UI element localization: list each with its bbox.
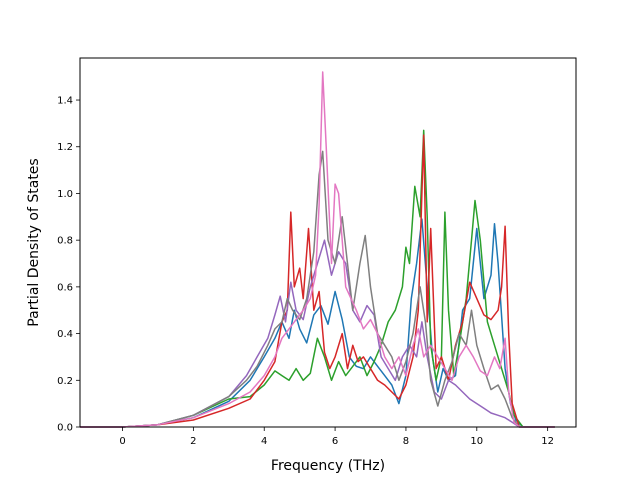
- y-tick-label: 0.2: [57, 376, 73, 387]
- x-tick-label: 4: [261, 436, 267, 447]
- y-tick-label: 1.4: [57, 96, 73, 107]
- y-tick-label: 0.6: [57, 282, 73, 293]
- series-line-4: [80, 239, 555, 428]
- y-axis-label: Partial Density of States: [26, 158, 42, 326]
- x-axis-label: Frequency (THz): [271, 458, 385, 474]
- y-tick-label: 0.8: [57, 236, 73, 247]
- y-tick-label: 1.2: [57, 142, 73, 153]
- x-tick-label: 0: [119, 436, 125, 447]
- x-tick-label: 10: [470, 436, 483, 447]
- y-axis: 0.0 0.2 0.4 0.6 0.8 1.0 1.2 1.4: [57, 96, 80, 434]
- y-tick-label: 0.0: [57, 423, 73, 434]
- x-tick-label: 8: [403, 436, 409, 447]
- x-tick-label: 6: [332, 436, 338, 447]
- series-line-5: [80, 150, 555, 428]
- y-tick-label: 0.4: [57, 329, 73, 340]
- y-tick-label: 1.0: [57, 189, 73, 200]
- series-line-6: [80, 71, 555, 428]
- x-tick-label: 2: [190, 436, 196, 447]
- series-line-2: [80, 129, 555, 428]
- x-axis: 0 2 4 6 8 10 12: [119, 427, 554, 447]
- plot-frame: [79, 57, 577, 428]
- x-tick-label: 12: [541, 436, 554, 447]
- series-layer: [80, 71, 555, 428]
